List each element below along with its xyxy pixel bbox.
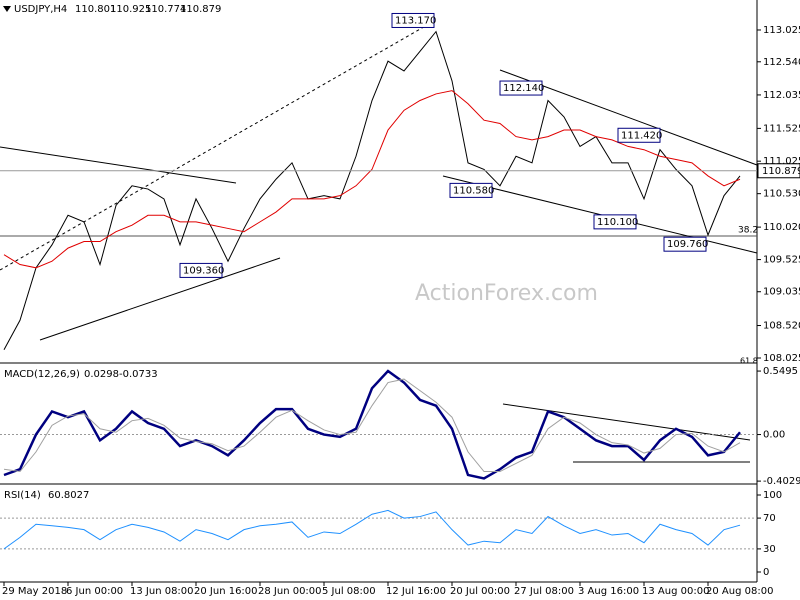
x-tick-label: 28 Jun 00:00 — [258, 586, 322, 597]
y-tick-label: 0.00 — [763, 430, 785, 441]
y-tick-label: 0.5495 — [763, 366, 798, 377]
series-line — [3, 369, 741, 480]
trend-line — [502, 403, 751, 441]
x-tick-label: 20 Aug 08:00 — [706, 586, 773, 597]
price-annotation-box — [593, 214, 637, 230]
x-tick-label: 27 Jul 08:00 — [514, 586, 574, 597]
x-tick-label: 13 Jun 08:00 — [130, 586, 194, 597]
y-tick-label: 111.525 — [763, 123, 800, 134]
menu-icon — [3, 6, 11, 12]
macd-readout: 0.0298 — [84, 369, 119, 380]
y-tick-label: 112.540 — [763, 57, 800, 68]
price-annotation-box — [391, 12, 435, 28]
ohlc-close: 110.879 — [180, 4, 221, 15]
price-annotation-box — [663, 236, 707, 252]
y-tick-label: 113.025 — [763, 25, 800, 36]
price-annotation: 111.420 — [621, 130, 662, 141]
series-line — [3, 90, 741, 269]
series-line — [3, 30, 741, 351]
y-tick-label: 109.035 — [763, 287, 800, 298]
symbol-title: USDJPY,H4 — [14, 4, 67, 15]
y-tick-label: 110.530 — [763, 189, 800, 200]
y-tick-label: -0.4029 — [763, 476, 800, 487]
price-annotation: 113.170 — [395, 15, 436, 26]
x-tick-label: 3 Aug 16:00 — [578, 586, 639, 597]
ohlc-open: 110.801 — [75, 4, 116, 15]
rsi-title: RSI(14) — [4, 490, 41, 501]
fib-label: 38.2 — [738, 226, 758, 236]
rsi-readout: 60.8027 — [48, 490, 89, 501]
ohlc-low: 110.774 — [145, 4, 186, 15]
price-annotation: 109.760 — [667, 239, 708, 250]
trend-line — [39, 257, 281, 341]
price-annotation-box — [617, 127, 661, 143]
current-price-label: 110.879 — [762, 166, 800, 177]
current-price-box — [757, 163, 800, 179]
y-tick-label: 100 — [763, 490, 782, 501]
trend-line — [0, 146, 237, 184]
ohlc-high: 110.925 — [110, 4, 151, 15]
y-tick-label: 0 — [763, 567, 769, 578]
series-line — [3, 378, 741, 473]
x-tick-label: 13 Aug 00:00 — [642, 586, 709, 597]
y-tick-label: 108.520 — [763, 321, 800, 332]
y-tick-label: 112.035 — [763, 90, 800, 101]
y-tick-label: 110.020 — [763, 222, 800, 233]
price-annotation-box — [449, 182, 493, 198]
series-line — [3, 509, 741, 550]
fib-label: 61.8 — [740, 357, 758, 366]
y-tick-label: 108.025 — [763, 353, 800, 364]
price-annotation: 109.360 — [183, 265, 224, 276]
price-annotation-box — [179, 262, 223, 278]
price-annotation: 112.140 — [503, 83, 544, 94]
x-tick-label: 12 Jul 16:00 — [386, 586, 446, 597]
signal-readout: -0.0733 — [119, 369, 158, 380]
x-tick-label: 29 May 2018 — [2, 586, 67, 597]
macd-title: MACD(12,26,9) — [4, 369, 80, 380]
y-tick-label: 111.025 — [763, 156, 800, 167]
y-tick-label: 30 — [763, 544, 776, 555]
price-annotation-box — [499, 80, 543, 96]
watermark: ActionForex.com — [415, 281, 598, 306]
x-tick-label: 5 Jul 08:00 — [322, 586, 376, 597]
x-tick-label: 6 Jun 00:00 — [66, 586, 123, 597]
x-tick-label: 20 Jul 00:00 — [450, 586, 510, 597]
y-tick-label: 70 — [763, 513, 776, 524]
trend-line — [499, 69, 758, 166]
price-annotation: 110.100 — [597, 217, 638, 228]
y-tick-label: 109.525 — [763, 255, 800, 266]
price-annotation: 110.580 — [453, 185, 494, 196]
x-tick-label: 20 Jun 16:00 — [194, 586, 258, 597]
